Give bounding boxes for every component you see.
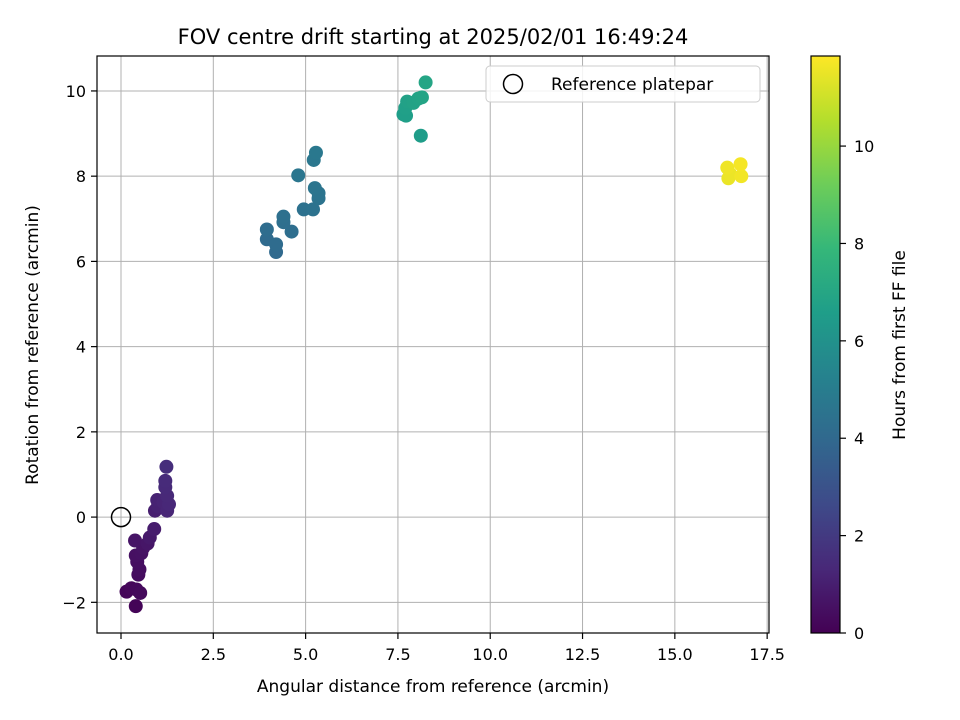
data-point [307,181,322,196]
data-point [733,157,748,172]
plot-frame [96,55,770,634]
legend-label: Reference platepar [551,75,713,95]
x-tick-label: 2.5 [201,645,226,664]
x-tick-label: 12.5 [565,645,601,664]
y-tick-label: 0 [76,508,86,527]
colorbar-tick-label: 2 [854,527,864,546]
data-points [119,75,749,614]
data-point [720,160,735,175]
axis-ticks: 0.0 2.5 5.0 7.5 10.0 12.5 15.0 17.5 −2 0 2 4 6 8 10 [62,82,785,664]
x-tick-label: 15.0 [657,645,693,664]
y-tick-label: 2 [76,423,86,442]
data-point [133,585,148,600]
data-point [306,202,320,217]
data-point [734,169,749,184]
data-point [276,209,291,224]
colorbar-tick-label: 6 [854,332,864,351]
x-tick-label: 5.0 [293,645,318,664]
legend: Reference platepar [485,65,761,103]
colorbar-tick-label: 10 [854,137,874,156]
grid [97,56,769,633]
x-tick-label: 17.5 [749,645,785,664]
colorbar-gradient [810,55,841,634]
colorbar-label: Hours from first FF file [890,250,910,440]
colorbar-ticks: 0 2 4 6 8 10 [840,137,874,643]
x-tick-label: 10.0 [472,645,508,664]
data-point [128,533,143,548]
data-point [159,459,174,474]
data-point [158,473,173,488]
data-point [259,222,274,237]
reference-platepar-marker [110,506,132,528]
data-point [291,168,306,183]
colorbar-tick-label: 8 [854,234,864,253]
x-axis-label: Angular distance from reference (arcmin) [257,677,609,697]
data-point [269,237,284,252]
data-point [147,522,162,537]
data-point [284,224,299,239]
chart-title: FOV centre drift starting at 2025/02/01 … [178,25,689,49]
data-point [414,90,429,105]
y-tick-label: −2 [62,593,86,612]
x-tick-label: 0.0 [108,645,133,664]
y-tick-label: 8 [76,167,86,186]
y-tick-label: 6 [76,252,86,271]
data-point [308,145,323,160]
legend-open-circle-marker [502,73,524,95]
colorbar: 0 2 4 6 8 10 Hours from first FF file [810,55,910,643]
y-tick-label: 4 [76,338,86,357]
y-axis-label: Rotation from reference (arcmin) [23,205,43,485]
legend-box [485,65,761,103]
reference-layer [110,506,132,528]
data-point [413,128,428,143]
data-point [418,75,433,90]
x-tick-label: 7.5 [385,645,410,664]
colorbar-tick-label: 4 [854,429,864,448]
y-tick-label: 10 [66,82,86,101]
colorbar-tick-label: 0 [854,624,864,643]
data-point [128,599,143,614]
